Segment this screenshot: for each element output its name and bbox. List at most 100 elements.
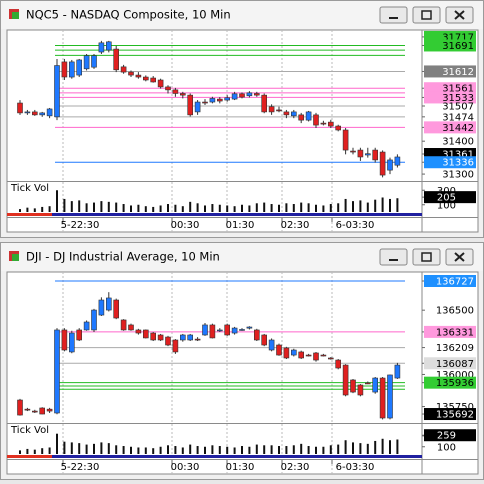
- volume-bar: [41, 448, 44, 454]
- chart-window: DJI - DJ Industrial Average, 10 Min 1367…: [0, 242, 484, 480]
- candle-body: [254, 93, 260, 96]
- volume-label: 259: [437, 431, 456, 442]
- candle-body: [283, 347, 290, 359]
- candle-body: [194, 338, 201, 341]
- volume-bar: [381, 438, 384, 454]
- volume-bar: [337, 203, 340, 212]
- time-label: 00:30: [171, 220, 200, 231]
- candle-body: [83, 321, 90, 331]
- window-title: NQC5 - NASDAQ Composite, 10 Min: [26, 8, 231, 22]
- volume-bar: [159, 446, 162, 454]
- volume-bar: [352, 442, 354, 454]
- candle-body: [98, 299, 105, 316]
- volume-bar: [189, 201, 192, 212]
- price-label-box: [424, 408, 476, 421]
- candle-body: [320, 122, 327, 125]
- volume-bar: [122, 204, 125, 212]
- volume-bar: [85, 444, 88, 454]
- volume-bar: [130, 446, 132, 454]
- candle-body: [202, 324, 208, 336]
- volume-bar: [270, 445, 273, 454]
- time-label: 00:30: [171, 462, 200, 473]
- candle-body: [342, 364, 349, 396]
- candle-body: [120, 66, 127, 73]
- minimize-button[interactable]: [379, 6, 408, 24]
- minimize-button[interactable]: [379, 248, 408, 266]
- restore-button[interactable]: [412, 248, 441, 266]
- volume-bar: [100, 201, 103, 212]
- volume-bar: [26, 448, 29, 454]
- volume-bar: [33, 449, 36, 454]
- volume-bar: [315, 204, 317, 212]
- restore-button[interactable]: [412, 6, 441, 24]
- volume-bar: [322, 446, 325, 454]
- candle-body: [54, 329, 60, 414]
- volume-bar: [270, 204, 273, 212]
- candle-body: [172, 339, 179, 353]
- volume-bar: [93, 443, 95, 454]
- volume-bar: [78, 443, 81, 454]
- time-label: 02:30: [281, 462, 310, 473]
- candle-body: [17, 399, 23, 416]
- candle-body: [239, 329, 245, 331]
- candle-body: [379, 151, 386, 176]
- candle-body: [290, 111, 297, 117]
- volume-bar: [248, 446, 251, 454]
- volume-bar: [241, 446, 243, 454]
- volume-bar: [41, 206, 44, 212]
- price-label-box: [424, 376, 476, 389]
- candle-body: [180, 93, 186, 96]
- candle-body: [327, 357, 334, 360]
- candle-body: [91, 309, 97, 331]
- candle-body: [246, 326, 253, 329]
- price-label-box: [424, 82, 476, 95]
- volume-label: 205: [437, 193, 456, 204]
- price-label-box: [424, 65, 476, 78]
- candle-body: [254, 329, 260, 341]
- volume-bar: [241, 204, 243, 212]
- volume-bar: [48, 447, 51, 454]
- session-bar: [52, 213, 422, 216]
- volume-bar: [174, 204, 177, 212]
- candle-body: [217, 98, 223, 102]
- volume-bar: [167, 204, 169, 212]
- candle-body: [342, 129, 349, 151]
- volume-bar: [181, 206, 184, 212]
- candle-body: [17, 102, 23, 114]
- volume-bar: [144, 447, 147, 454]
- candle-body: [180, 334, 186, 341]
- volume-bar: [315, 446, 317, 454]
- candle-body: [298, 114, 305, 121]
- volume-bar: [48, 206, 51, 212]
- session-bar: [7, 213, 52, 216]
- price-label: 31717: [442, 32, 474, 43]
- volume-bar: [85, 203, 88, 212]
- price-label-box: [424, 325, 476, 338]
- candle-body: [128, 324, 134, 331]
- volume-bar: [70, 201, 73, 212]
- volume-bar: [181, 447, 184, 454]
- volume-bar: [300, 443, 303, 454]
- price-label: 136209: [436, 343, 474, 354]
- volume-bar: [248, 205, 251, 212]
- volume-bar: [78, 200, 81, 212]
- candle-body: [364, 382, 371, 385]
- window-icon: [12, 12, 19, 19]
- volume-bar: [359, 443, 362, 454]
- volume-bar: [174, 446, 177, 454]
- volume-bar: [307, 446, 310, 454]
- candle-body: [394, 364, 401, 379]
- volume-bar: [211, 445, 214, 454]
- volume-bar: [63, 441, 66, 454]
- restore-glyph: [421, 252, 432, 262]
- candle-body: [372, 149, 379, 161]
- time-label: 01:30: [226, 220, 255, 231]
- restore-glyph: [421, 10, 432, 20]
- volume-bar: [100, 442, 103, 454]
- candle-body: [320, 354, 327, 357]
- candle-body: [120, 319, 127, 331]
- candle-body: [394, 156, 401, 166]
- volume-bar: [107, 201, 110, 212]
- candle-body: [143, 329, 149, 339]
